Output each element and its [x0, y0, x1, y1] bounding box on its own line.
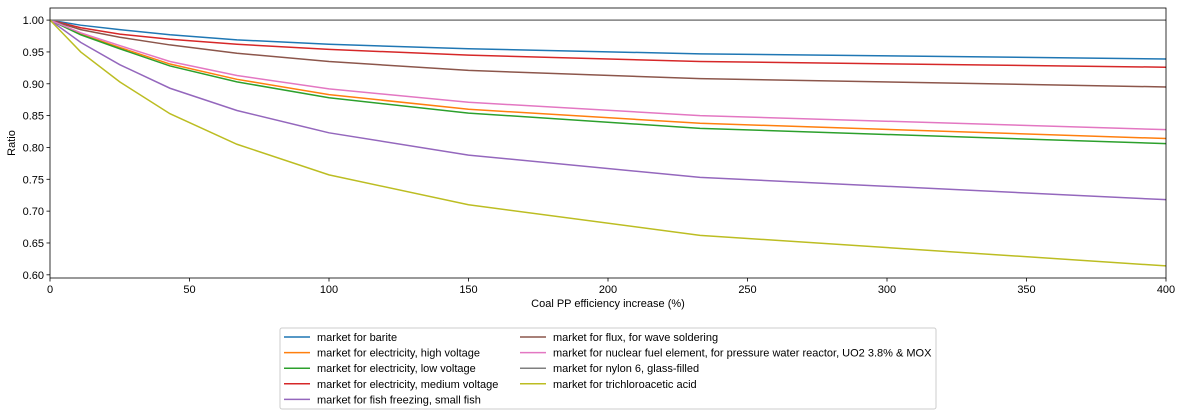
- x-tick-label: 250: [738, 284, 756, 296]
- legend: market for barite market for electricity,…: [279, 327, 937, 410]
- series-line-5: [50, 19, 1166, 201]
- legend-entry: market for nuclear fuel element, for pre…: [553, 348, 932, 360]
- series-line-7: [50, 19, 1166, 131]
- x-tick-label: 0: [47, 284, 53, 296]
- x-tick-label: 300: [878, 284, 896, 296]
- y-tick-label: 0.65: [23, 238, 44, 250]
- y-tick-label: 0.95: [23, 47, 44, 59]
- series-line-9: [50, 19, 1166, 267]
- x-axis-label: Coal PP efficiency increase (%): [531, 298, 685, 310]
- series-line-2: [50, 19, 1166, 140]
- legend-box: [279, 327, 937, 410]
- x-tick-label: 50: [183, 284, 195, 296]
- legend-entry: market for nylon 6, glass-filled: [553, 363, 699, 375]
- series-line-6: [50, 19, 1166, 88]
- x-tick-label: 350: [1017, 284, 1035, 296]
- y-tick-label: 0.70: [23, 206, 44, 218]
- x-tick-label: 100: [320, 284, 338, 296]
- x-tick-label: 150: [459, 284, 477, 296]
- legend-entry: market for electricity, high voltage: [317, 348, 480, 360]
- y-tick-label: 0.60: [23, 270, 44, 282]
- y-axis-label: Ratio: [6, 130, 18, 156]
- y-tick-label: 1.00: [23, 15, 44, 27]
- legend-entry: market for flux, for wave soldering: [553, 332, 718, 344]
- y-axis: 0.60 0.65 0.70 0.75 0.80 0.85 0.90 0.95 1.00: [23, 15, 50, 282]
- x-tick-label: 200: [599, 284, 617, 296]
- legend-entry: market for trichloroacetic acid: [553, 379, 697, 391]
- plot-lines: [50, 19, 1166, 267]
- plot-frame: [49, 7, 1167, 279]
- legend-entry: market for electricity, low voltage: [317, 363, 476, 375]
- legend-entry: market for barite: [317, 332, 397, 344]
- x-axis: 0 50 100 150 200 250 300 350 400: [47, 278, 1175, 296]
- series-line-3: [50, 19, 1166, 145]
- y-tick-label: 0.75: [23, 174, 44, 186]
- series-line-1: [50, 19, 1166, 60]
- legend-entry: market for fish freezing, small fish: [317, 394, 481, 406]
- y-tick-label: 0.90: [23, 79, 44, 91]
- x-tick-label: 400: [1157, 284, 1175, 296]
- y-tick-label: 0.80: [23, 142, 44, 154]
- legend-entry: market for electricity, medium voltage: [317, 379, 498, 391]
- series-line-4: [50, 19, 1166, 68]
- y-tick-label: 0.85: [23, 111, 44, 123]
